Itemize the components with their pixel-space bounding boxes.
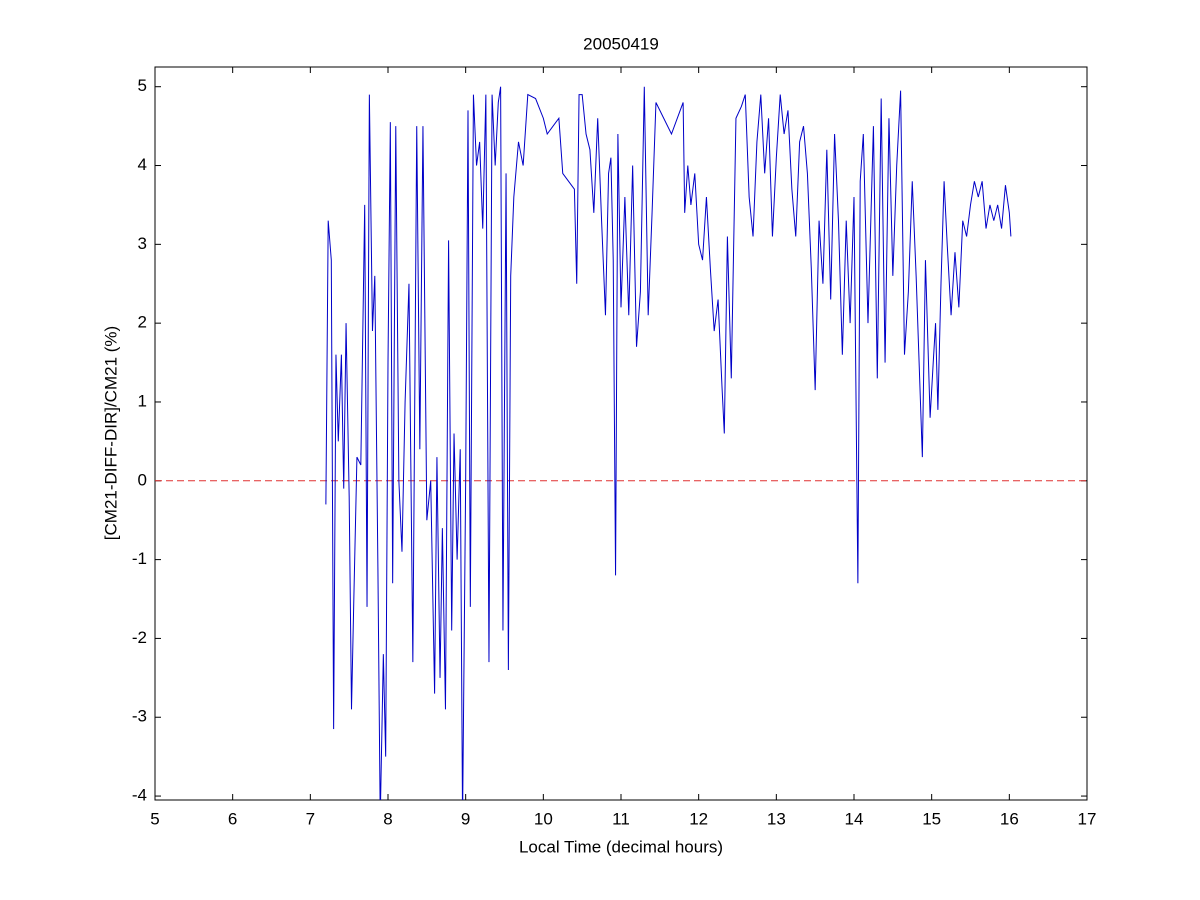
- y-tick-label: 2: [138, 313, 147, 332]
- x-tick-label: 11: [612, 809, 630, 828]
- x-tick-label: 13: [767, 809, 786, 828]
- y-axis-label: [CM21-DIFF-DIR]/CM21 (%): [101, 326, 120, 540]
- y-tick-label: -2: [132, 628, 147, 647]
- y-tick-label: 3: [138, 234, 147, 253]
- x-tick-label: 9: [461, 809, 470, 828]
- plot-area: [155, 86, 1087, 800]
- x-tick-label: 7: [306, 809, 315, 828]
- plot-frame: [154, 66, 1088, 801]
- y-tick-label: -3: [132, 707, 147, 726]
- y-tick-label: -1: [132, 549, 147, 568]
- chart-title: 20050419: [583, 34, 659, 53]
- x-tick-label: 15: [922, 809, 941, 828]
- y-tick-label: 5: [138, 76, 147, 95]
- y-tick-label: -4: [132, 786, 147, 805]
- x-tick-label: 12: [689, 809, 708, 828]
- data-line: [325, 86, 1012, 800]
- x-tick-label: 14: [845, 809, 864, 828]
- y-tick-label: 1: [138, 391, 147, 410]
- x-tick-label: 16: [1000, 809, 1019, 828]
- x-tick-label: 8: [383, 809, 392, 828]
- x-tick-label: 5: [150, 809, 159, 828]
- x-axis-label: Local Time (decimal hours): [519, 837, 723, 856]
- y-tick-label: 0: [138, 470, 147, 489]
- x-tick-label: 17: [1078, 809, 1097, 828]
- x-tick-label: 10: [534, 809, 553, 828]
- y-tick-label: 4: [138, 155, 147, 174]
- x-tick-label: 6: [228, 809, 237, 828]
